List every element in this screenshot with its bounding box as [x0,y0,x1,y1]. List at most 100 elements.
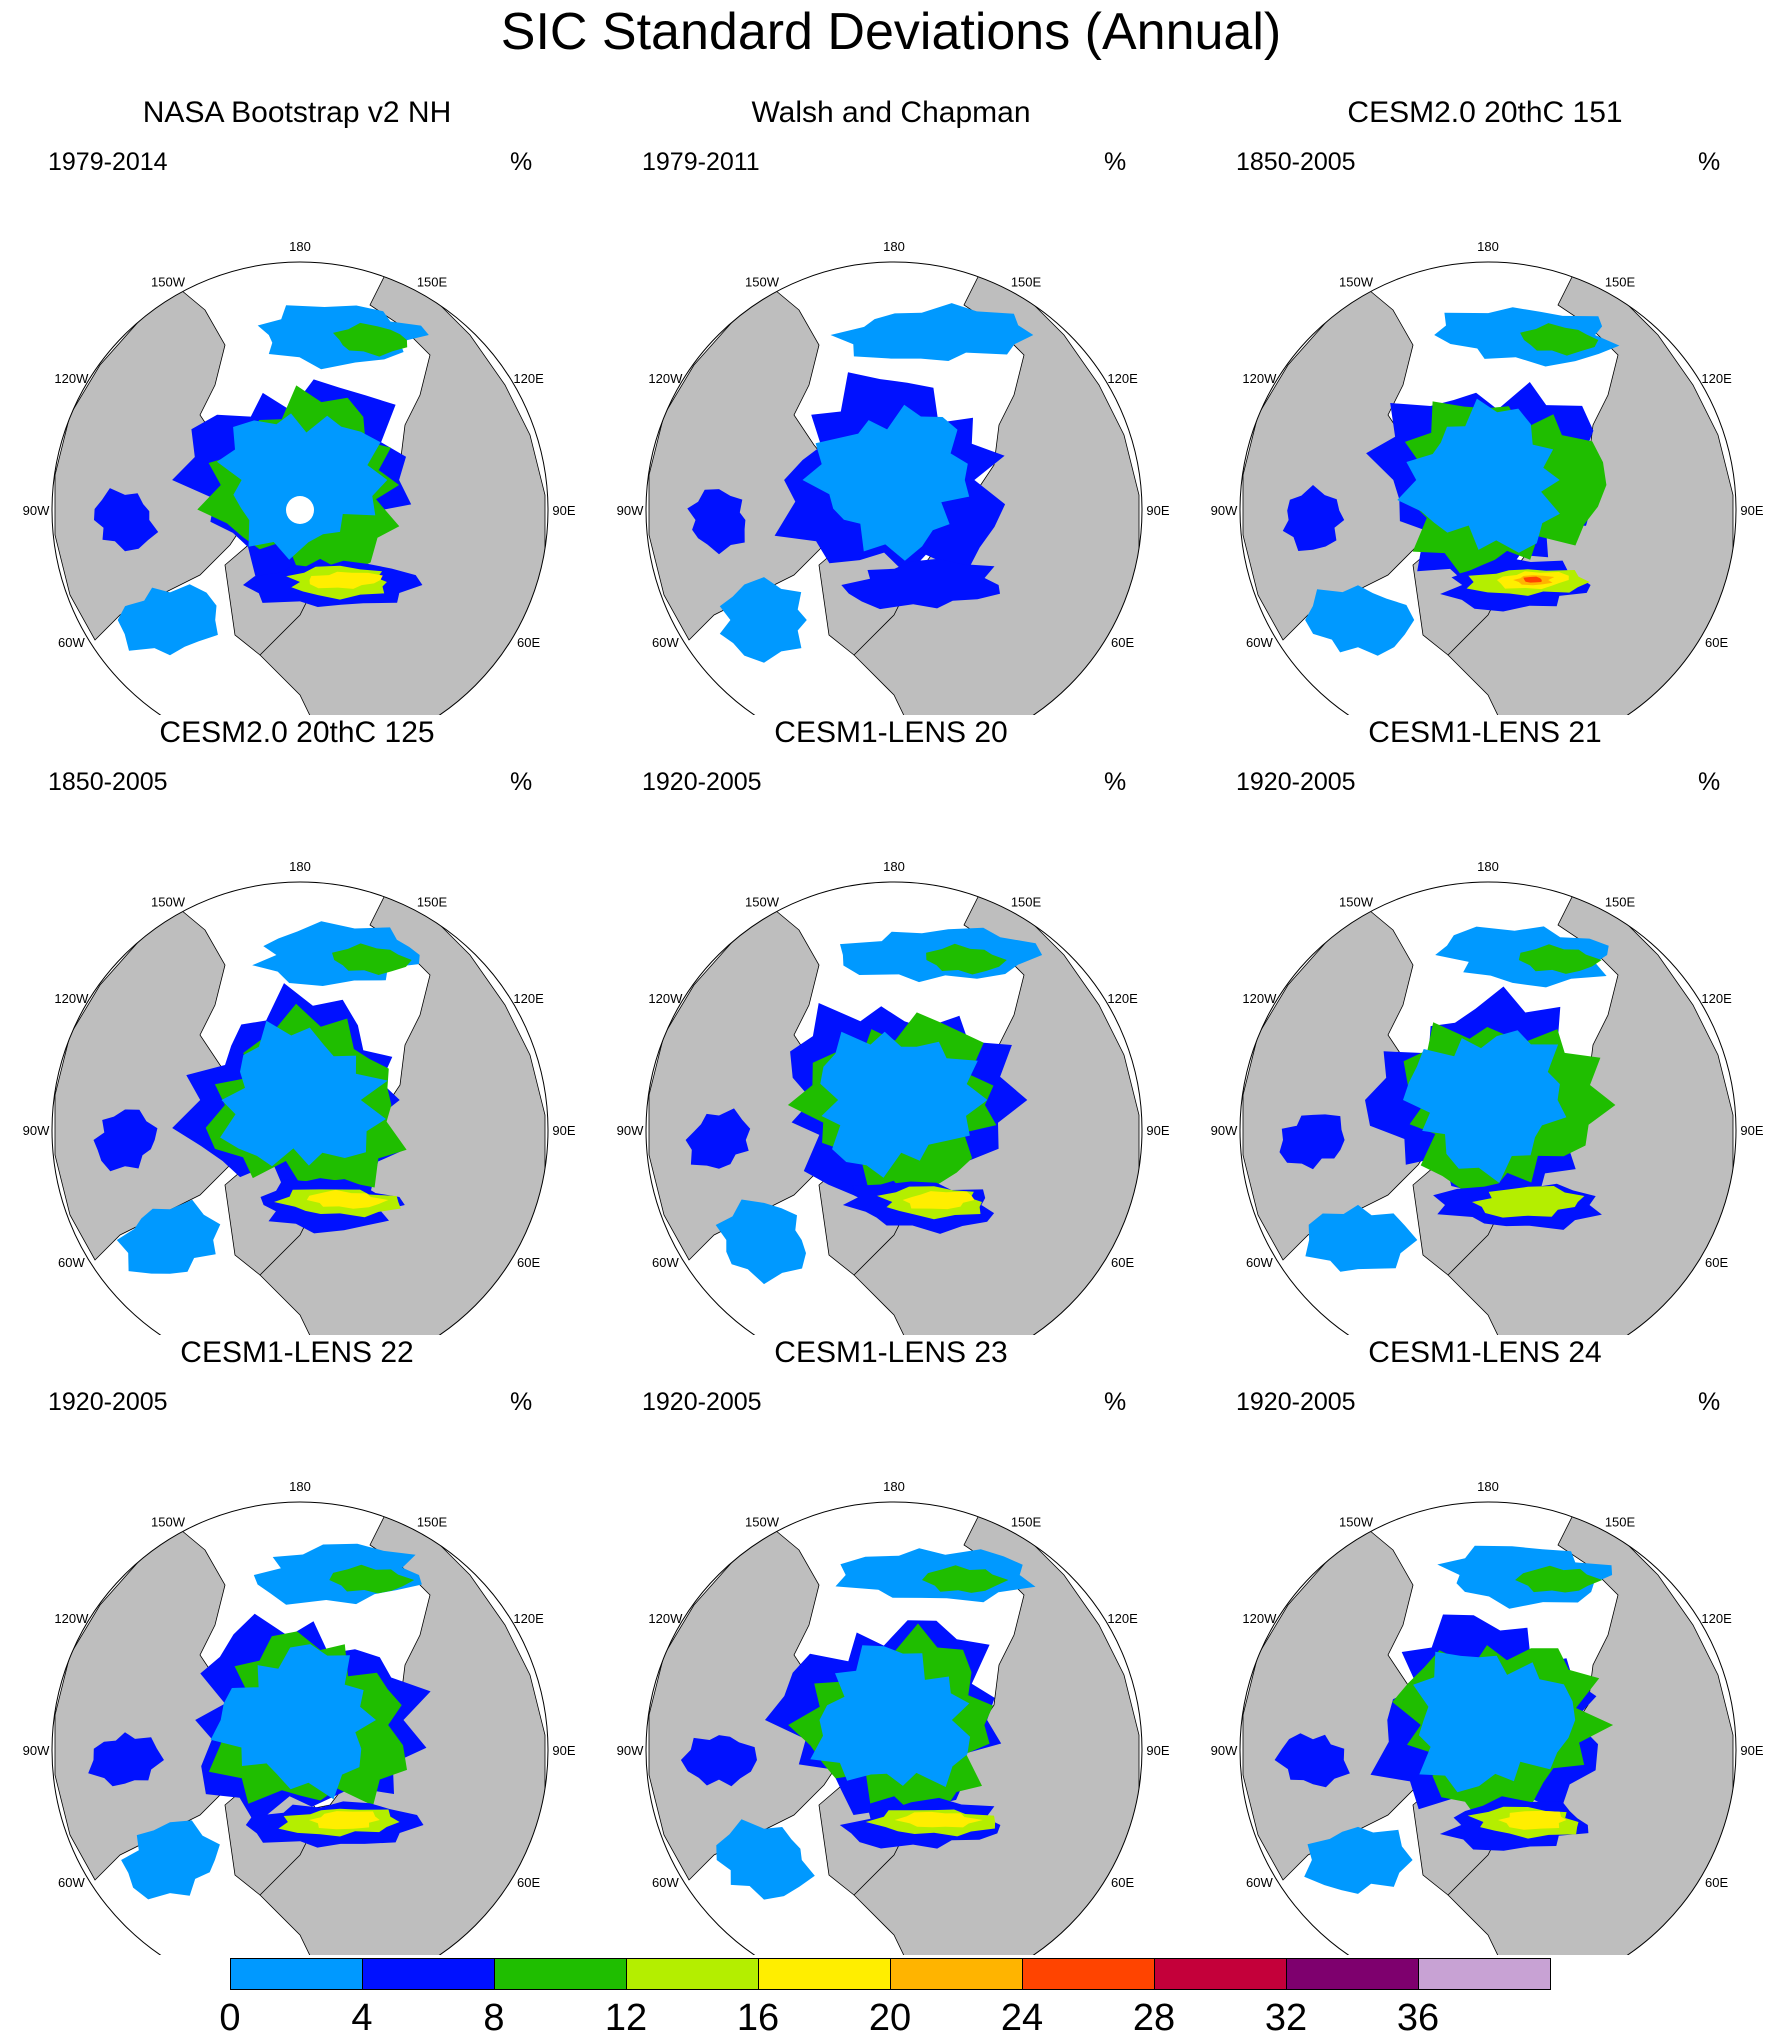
polar-map: 180150E120E90E60E30E030W60W90W120W150W [617,239,1170,715]
longitude-label: 90W [1211,1123,1238,1138]
longitude-label: 150W [151,1514,186,1529]
map-panel: CESM1-LENS 20 1920-2005% 180 150E 120E 90E 60E… [594,715,1188,1335]
longitude-label: 150W [1339,1514,1374,1529]
sic-level-band [1282,485,1345,551]
map-panel: CESM1-LENS 24 1920-2005% 180 150E 120E 90E 60E… [1188,1335,1782,1955]
longitude-label: 150E [1605,894,1636,909]
colorbar-segment [1286,1958,1419,1990]
sic-level-band [1472,1186,1585,1218]
longitude-label: 90W [617,503,644,518]
longitude-label: 90W [23,503,50,518]
figure-title: SIC Standard Deviations (Annual) [500,3,1282,61]
longitude-label: 60W [652,635,679,650]
longitude-label: 90E [552,1743,575,1758]
colorbar-segment [494,1958,627,1990]
polar-map: 180150E120E90E60E30E030W60W90W120W150W [1211,1479,1764,1955]
panel-unit: % [1698,148,1721,176]
sic-level-band [216,413,388,560]
sic-level-band [332,943,412,975]
longitude-label: 150W [151,274,186,289]
sic-level-band [94,488,159,552]
polar-map: 180150E120E90E60E30E030W60W90W120W150W [617,1479,1170,1955]
colorbar-tick-label: 36 [1396,1997,1440,2039]
colorbar-segment [626,1958,759,1990]
longitude-label: 120W [54,371,89,386]
panel-period: 1920-2005 [642,1388,762,1416]
sic-level-band [1304,1826,1413,1894]
map-content [1240,262,1736,715]
longitude-label: 150E [417,274,448,289]
longitude-label: 150E [1011,1514,1042,1529]
longitude-label: 60W [58,635,85,650]
longitude-label: 180 [1477,239,1499,254]
colorbar-segment [1154,1958,1287,1990]
longitude-label: 180 [883,239,905,254]
sic-level-band [220,1020,388,1167]
longitude-label: 90E [1740,1123,1763,1138]
longitude-label: 180 [289,239,311,254]
panel-period: 1920-2005 [642,768,762,796]
colorbar-tick-label: 0 [219,1997,241,2039]
sic-level-band [810,1645,971,1787]
land-mass [254,264,546,715]
map-content [52,262,548,715]
sic-level-band [121,1820,220,1900]
longitude-label: 150W [1339,274,1374,289]
panel-unit: % [1698,768,1721,796]
panel-title: CESM1-LENS 20 [774,716,1008,749]
longitude-label: 120W [648,991,683,1006]
longitude-label: 150W [745,274,780,289]
polar-map: 180150E120E90E60E30E030W60W90W120W150W [23,1479,576,1955]
longitude-label: 60E [517,1875,540,1890]
map-content [646,882,1142,1335]
colorbar-tick-label: 4 [351,1997,373,2039]
longitude-label: 90W [23,1123,50,1138]
longitude-label: 120E [1701,991,1732,1006]
longitude-label: 60E [1111,1255,1134,1270]
longitude-label: 90W [1211,503,1238,518]
map-panel: CESM1-LENS 21 1920-2005% 180 150E 120E 90E 60E… [1188,715,1782,1335]
longitude-label: 60E [1111,635,1134,650]
longitude-label: 150W [1339,894,1374,909]
map-panel: NASA Bootstrap v2 NH 1979-2014% 180 150E 120… [0,95,594,715]
sic-level-band [685,1108,751,1169]
sic-level-band [1397,398,1560,553]
panel-period: 1920-2005 [1236,1388,1356,1416]
longitude-label: 180 [289,1479,311,1494]
map-panel: CESM1-LENS 22 1920-2005% 180 150E 120E 90E 60E… [0,1335,594,1955]
panel-title: NASA Bootstrap v2 NH [142,96,452,129]
colorbar-tick-label: 24 [1000,1997,1044,2039]
longitude-label: 60W [1246,1875,1273,1890]
map-frame [645,261,1143,715]
longitude-label: 180 [289,859,311,874]
map-frame [645,881,1143,1335]
longitude-label: 150W [151,894,186,909]
panel-title: CESM1-LENS 21 [1368,716,1602,749]
longitude-label: 90W [617,1123,644,1138]
sic-level-band [306,1189,389,1209]
sic-level-band [902,1191,975,1210]
longitude-label: 120E [1107,1611,1138,1626]
colorbar-tick-label: 20 [868,1997,912,2039]
map-frame [1239,881,1737,1335]
pole-hole [286,496,314,524]
map-frame [51,881,549,1335]
map-frame [1239,261,1737,715]
longitude-label: 150E [417,1514,448,1529]
sic-level-band [1413,1651,1576,1793]
longitude-label: 150E [1011,894,1042,909]
longitude-label: 120W [54,1611,89,1626]
longitude-label: 90E [552,1123,575,1138]
sic-level-band [841,558,1000,610]
sic-level-band [1523,576,1542,583]
panel-title: Walsh and Chapman [751,96,1031,129]
panel-title: CESM1-LENS 22 [180,1336,414,1369]
polar-map: 180150E120E90E60E30E030W60W90W120W150W [617,859,1170,1335]
longitude-label: 120W [648,371,683,386]
sic-level-band [329,1564,415,1594]
polar-map: 180150E120E90E60E30E030W60W90W120W150W [23,239,576,715]
longitude-label: 90E [1146,1123,1169,1138]
map-frame [51,261,549,715]
colorbar-tick-label: 8 [483,1997,505,2039]
colorbar-segment [230,1958,363,1990]
